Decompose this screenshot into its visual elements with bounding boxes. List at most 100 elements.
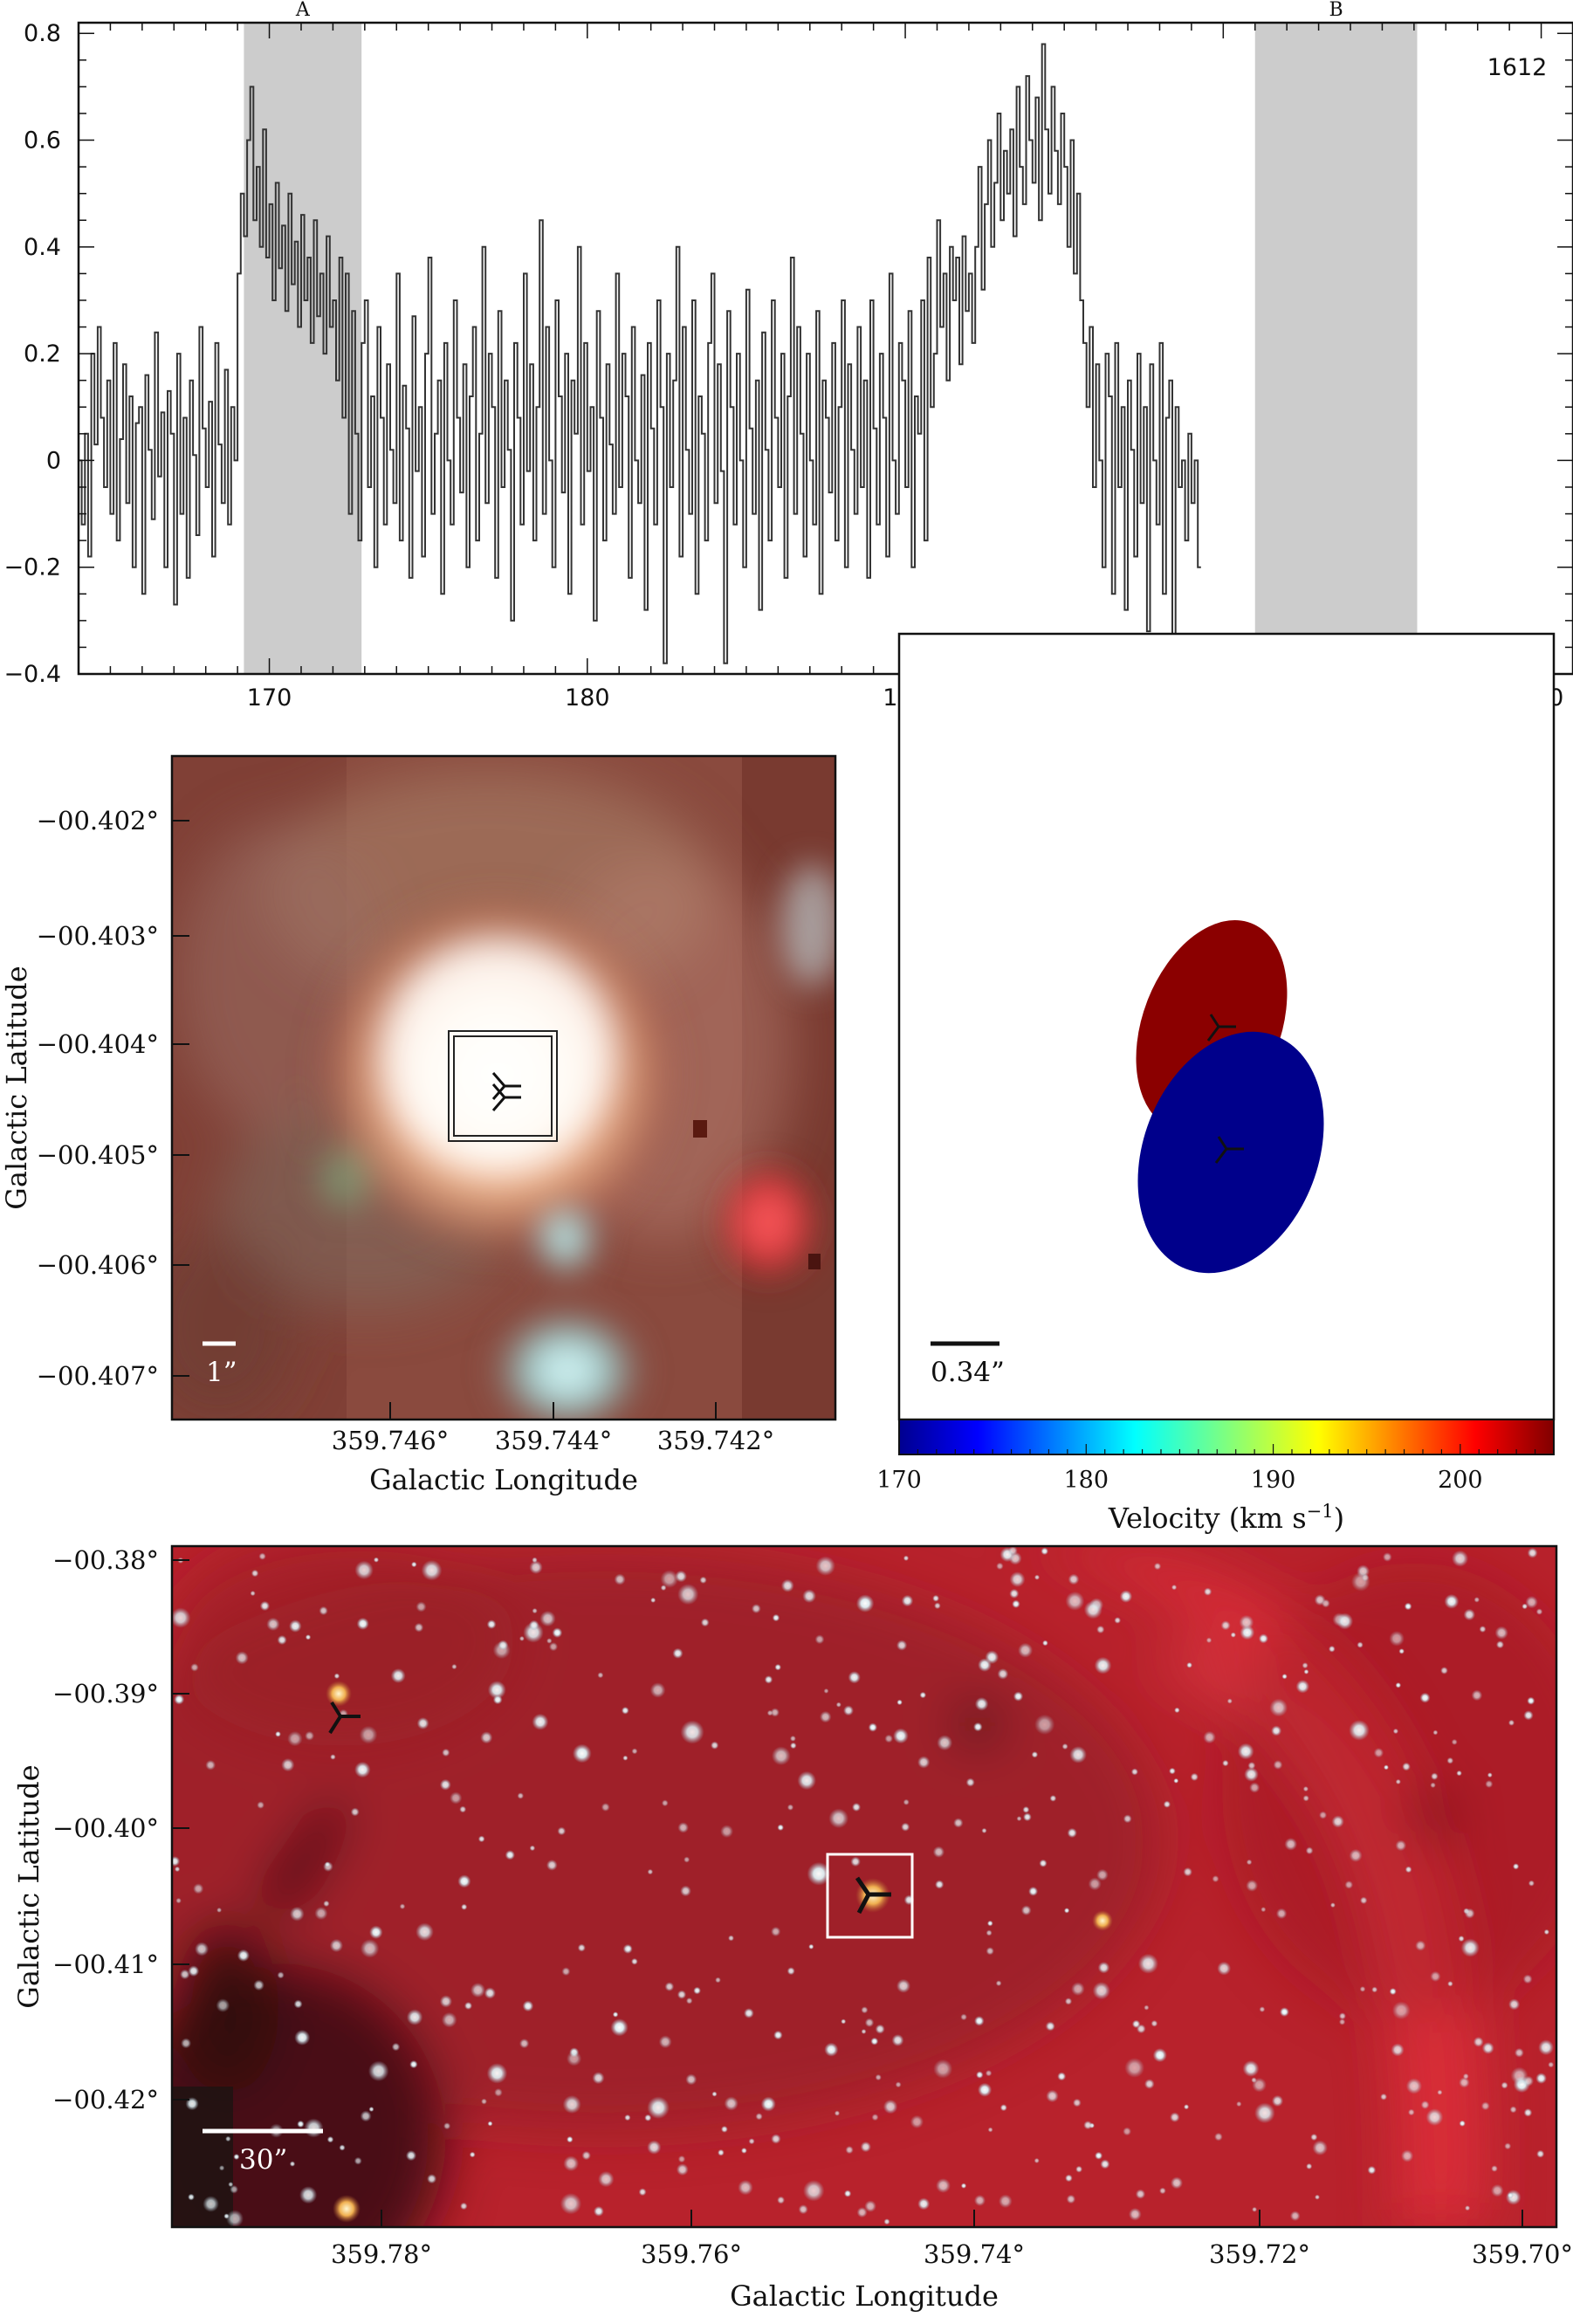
zoom-y-tick-label: −00.404° — [37, 1029, 159, 1059]
zoom-x-label: Galactic Longitude — [369, 1463, 638, 1496]
velocity-ellipse-a — [1137, 1031, 1324, 1274]
star — [1144, 2004, 1150, 2011]
star — [1069, 1746, 1087, 1764]
wide-x-label: Galactic Longitude — [730, 2279, 999, 2313]
star — [391, 2042, 401, 2052]
star — [1336, 1612, 1354, 1630]
star — [460, 2202, 468, 2211]
wide-y-tick-label: −00.42° — [52, 2085, 159, 2114]
velocity-colorbar — [898, 1419, 1555, 1455]
star — [1359, 1986, 1366, 1992]
star — [1473, 2036, 1484, 2047]
star — [1395, 1778, 1401, 1784]
star — [715, 1977, 721, 1984]
velocity-scale-label: 0.34” — [931, 1357, 1005, 1388]
star — [850, 1856, 861, 1867]
star — [1136, 2024, 1146, 2034]
star — [677, 1822, 689, 1833]
wide-image-panel: 30” 359.78° 359.76° 359.74° 359.72° 359.70° −… — [12, 1544, 1573, 2313]
star — [861, 2029, 867, 2034]
star — [1302, 1785, 1309, 1792]
wide-scale-label: 30” — [239, 2144, 287, 2176]
star — [326, 2135, 334, 2143]
star — [1458, 1936, 1465, 1942]
star — [786, 1804, 794, 1811]
wide-frame — [170, 1544, 1558, 2229]
star — [676, 2163, 689, 2176]
star — [427, 2174, 437, 2184]
star — [843, 2190, 852, 2197]
star — [1302, 1795, 1309, 1802]
wide-image — [172, 1546, 1556, 2227]
star — [1031, 1751, 1039, 1758]
star — [1173, 1777, 1179, 1784]
star — [1452, 1550, 1469, 1567]
star — [266, 1617, 280, 1632]
star — [631, 1957, 638, 1965]
star — [1508, 1998, 1521, 2011]
star — [814, 1634, 825, 1645]
star — [1271, 2094, 1284, 2107]
star — [1446, 1757, 1454, 1764]
zoom-axes: 359.746° 359.744° 359.742° −00.402° −00.403°… — [37, 806, 775, 1455]
star — [1315, 2194, 1320, 2200]
star — [359, 1725, 378, 1744]
zoom-y-tick-label: −00.407° — [37, 1361, 159, 1391]
star — [875, 2024, 885, 2034]
star — [935, 1880, 944, 1889]
velocity-marker-b — [1206, 1014, 1236, 1042]
star — [1064, 1997, 1073, 2005]
star — [711, 1741, 719, 1750]
star — [450, 1791, 463, 1805]
wide-x-tick-label: 359.76° — [641, 2239, 742, 2269]
star — [1246, 1879, 1259, 1892]
star — [797, 1771, 816, 1791]
star — [297, 2120, 305, 2128]
star — [390, 1668, 406, 1683]
star — [934, 1602, 941, 1610]
star — [1254, 2102, 1275, 2124]
zoom-y-tick-label: −00.406° — [37, 1250, 159, 1280]
star — [1415, 1940, 1426, 1951]
zoom-scale-label: 1” — [206, 1357, 237, 1388]
star — [1536, 2149, 1545, 2158]
star — [999, 2104, 1007, 2112]
star — [1153, 1562, 1162, 1571]
star — [1212, 1875, 1219, 1883]
star — [786, 1967, 795, 1976]
star — [1271, 1725, 1282, 1736]
star — [985, 1650, 999, 1665]
wide-y-tick-label: −00.39° — [52, 1679, 159, 1709]
star — [974, 2016, 985, 2026]
star — [1527, 1696, 1535, 1705]
star — [1338, 2018, 1346, 2025]
star — [755, 2113, 763, 2121]
spectrum-label: 1612 — [1487, 54, 1548, 81]
star — [354, 1761, 371, 1778]
star — [677, 1584, 699, 1605]
wide-x-tick-label: 359.74° — [924, 2239, 1025, 2269]
star — [680, 1885, 691, 1897]
star — [664, 1982, 675, 1992]
star — [1523, 1710, 1534, 1721]
star — [1459, 2077, 1470, 2088]
star — [293, 1999, 303, 2009]
star — [1269, 1698, 1288, 1717]
star — [1395, 1839, 1407, 1852]
star — [1252, 2206, 1258, 2212]
star — [834, 2110, 841, 2116]
star — [1152, 2048, 1167, 2063]
star — [1159, 2187, 1166, 2195]
star — [624, 2114, 631, 2121]
star — [1419, 1692, 1431, 1703]
star — [1391, 2043, 1405, 2057]
star — [360, 1939, 380, 1958]
wide-y-tick-label: −00.38° — [52, 1545, 159, 1575]
star — [1329, 1902, 1336, 1908]
star — [1495, 1640, 1505, 1649]
star — [1144, 2079, 1155, 2090]
star — [1244, 1767, 1259, 1782]
star — [1444, 1593, 1460, 1609]
star — [1420, 2101, 1430, 2109]
